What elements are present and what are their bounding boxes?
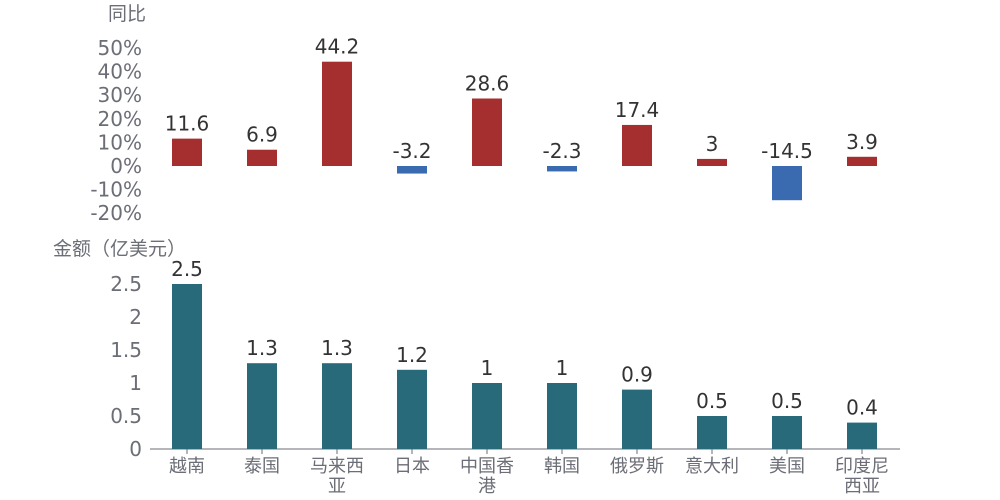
yoy-data-label: 6.9 bbox=[246, 123, 278, 147]
amount-bar bbox=[547, 383, 577, 449]
category-label: 中国香港 bbox=[460, 456, 514, 497]
amount-data-label: 1 bbox=[481, 356, 494, 380]
amount-bar bbox=[847, 422, 877, 449]
category-label: 日本 bbox=[394, 456, 430, 477]
category-label-line: 意大利 bbox=[685, 456, 739, 477]
category-label-line: 印度尼 bbox=[835, 456, 889, 477]
category-label-line: 美国 bbox=[769, 456, 805, 477]
amount-bar bbox=[172, 284, 202, 449]
category-label-line: 港 bbox=[478, 476, 496, 497]
amount-data-label: 1.3 bbox=[246, 336, 278, 360]
category-label: 韩国 bbox=[544, 456, 580, 477]
category-label-line: 亚 bbox=[328, 476, 346, 497]
y-tick-label: -20% bbox=[90, 201, 142, 225]
yoy-data-label: 17.4 bbox=[615, 98, 660, 122]
yoy-bar bbox=[397, 166, 427, 174]
category-label: 印度尼西亚 bbox=[835, 456, 889, 497]
yoy-bar bbox=[697, 158, 727, 166]
amount-bar bbox=[397, 369, 427, 449]
yoy-data-label: -2.3 bbox=[542, 139, 581, 163]
amount-data-label: 0.9 bbox=[621, 363, 653, 387]
category-label: 意大利 bbox=[685, 456, 739, 477]
y-tick-label: 30% bbox=[98, 83, 142, 107]
category-label-line: 中国香 bbox=[460, 456, 514, 477]
category-label: 俄罗斯 bbox=[610, 456, 664, 477]
amount-bar bbox=[472, 383, 502, 449]
y-tick-label: 1.5 bbox=[110, 338, 142, 362]
yoy-data-label: 28.6 bbox=[465, 72, 510, 96]
amount-data-label: 0.4 bbox=[846, 396, 878, 420]
y-tick-label: 1 bbox=[129, 371, 142, 395]
category-label-line: 日本 bbox=[394, 456, 430, 477]
yoy-bar bbox=[472, 98, 502, 166]
amount-data-label: 1.2 bbox=[396, 343, 428, 367]
yoy-bar bbox=[547, 166, 577, 172]
amount-chart: 2.5 2 1.5 1 0.5 0 2.5 越南 1.3 泰国 1.3 马来西亚 1.2 日本 1 中国香港 1… bbox=[110, 257, 900, 497]
bottom-y-axis-title: 金额（亿美元） bbox=[53, 238, 186, 260]
yoy-bar bbox=[847, 156, 877, 166]
category-label-line: 韩国 bbox=[544, 456, 580, 477]
yoy-bar bbox=[772, 166, 802, 201]
category-label-line: 俄罗斯 bbox=[610, 456, 664, 477]
y-tick-label: -10% bbox=[90, 178, 142, 202]
amount-data-label: 2.5 bbox=[171, 257, 203, 281]
yoy-bar bbox=[172, 138, 202, 166]
category-label: 美国 bbox=[769, 456, 805, 477]
category-label-line: 越南 bbox=[169, 456, 205, 477]
y-tick-label: 10% bbox=[98, 130, 142, 154]
amount-data-label: 0.5 bbox=[771, 389, 803, 413]
y-tick-label: 20% bbox=[98, 107, 142, 131]
y-tick-label: 50% bbox=[98, 36, 142, 60]
category-label: 泰国 bbox=[244, 456, 280, 477]
category-label-line: 马来西 bbox=[310, 456, 364, 477]
amount-bar bbox=[772, 416, 802, 449]
yoy-data-label: -3.2 bbox=[392, 139, 431, 163]
amount-data-label: 0.5 bbox=[696, 389, 728, 413]
y-tick-label: 0.5 bbox=[110, 404, 142, 428]
y-tick-label: 2.5 bbox=[110, 272, 142, 296]
yoy-bar bbox=[247, 149, 277, 166]
category-label-line: 泰国 bbox=[244, 456, 280, 477]
amount-data-label: 1 bbox=[556, 356, 569, 380]
yoy-data-label: 3 bbox=[706, 132, 719, 156]
top-y-axis-title: 同比 bbox=[108, 3, 146, 25]
y-tick-label: 2 bbox=[129, 305, 142, 329]
amount-bar bbox=[247, 363, 277, 449]
category-label: 越南 bbox=[169, 456, 205, 477]
amount-bar bbox=[322, 363, 352, 449]
amount-data-label: 1.3 bbox=[321, 336, 353, 360]
yoy-chart: 50%40%30%20%10%0%-10%-20% 11.6 6.9 44.2 -3.2… bbox=[90, 35, 878, 226]
y-tick-label: 40% bbox=[98, 60, 142, 84]
amount-bar bbox=[622, 389, 652, 449]
yoy-data-label: 11.6 bbox=[165, 112, 210, 136]
y-tick-label: 0% bbox=[110, 154, 142, 178]
category-label-line: 西亚 bbox=[844, 476, 880, 497]
amount-bar bbox=[697, 416, 727, 449]
category-label: 马来西亚 bbox=[310, 456, 364, 497]
y-tick-label: 0 bbox=[129, 437, 142, 461]
yoy-bar bbox=[622, 124, 652, 166]
yoy-data-label: 3.9 bbox=[846, 130, 878, 154]
yoy-bar bbox=[322, 61, 352, 166]
yoy-data-label: -14.5 bbox=[761, 139, 813, 163]
yoy-data-label: 44.2 bbox=[315, 35, 360, 59]
